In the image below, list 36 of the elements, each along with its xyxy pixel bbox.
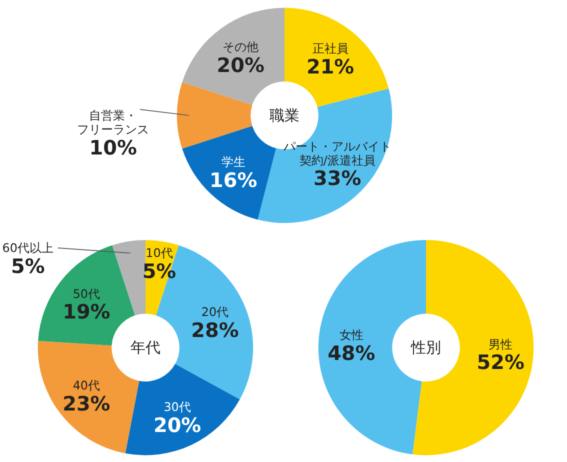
slice-label: 自営業・フリーランス (77, 108, 150, 136)
text: 年代 (130, 338, 160, 357)
slice-label: 女性 (339, 328, 364, 342)
slice-label: 20代 (201, 305, 229, 320)
slice-label: その他 (222, 40, 259, 54)
donut-slice (112, 240, 146, 316)
data-label: 48% (328, 342, 376, 365)
data-label: 20% (216, 54, 264, 77)
text: 性別 (410, 338, 441, 357)
slice-label: 10代 (146, 246, 173, 260)
donut-slice (177, 82, 252, 149)
slice-label: 学生 (221, 154, 246, 169)
slice-label: 50代 (72, 286, 100, 301)
data-label: 16% (210, 168, 258, 192)
donut-slice (412, 240, 534, 456)
data-label: 28% (191, 319, 239, 342)
slice-label: 40代 (72, 378, 100, 392)
donut-slice (125, 364, 240, 455)
donut-slice (258, 88, 392, 224)
text: 職業 (269, 106, 300, 124)
data-label: 33% (314, 167, 362, 190)
donut-slice (284, 8, 389, 107)
data-label: 5% (11, 254, 45, 278)
data-label: 52% (476, 351, 524, 374)
donut-slice (182, 8, 284, 105)
data-label: 19% (62, 300, 110, 324)
donut-slice (182, 126, 276, 220)
slice-label: 男性 (488, 337, 513, 352)
data-label: 23% (62, 392, 110, 416)
data-label: 20% (153, 414, 202, 438)
donut-slice (318, 240, 426, 454)
data-label: 10% (89, 136, 137, 160)
data-label: 21% (306, 55, 354, 78)
slice-label: 30代 (164, 400, 191, 414)
slice-label: 正社員 (312, 41, 348, 56)
slice-label: 60代以上 (2, 240, 54, 255)
